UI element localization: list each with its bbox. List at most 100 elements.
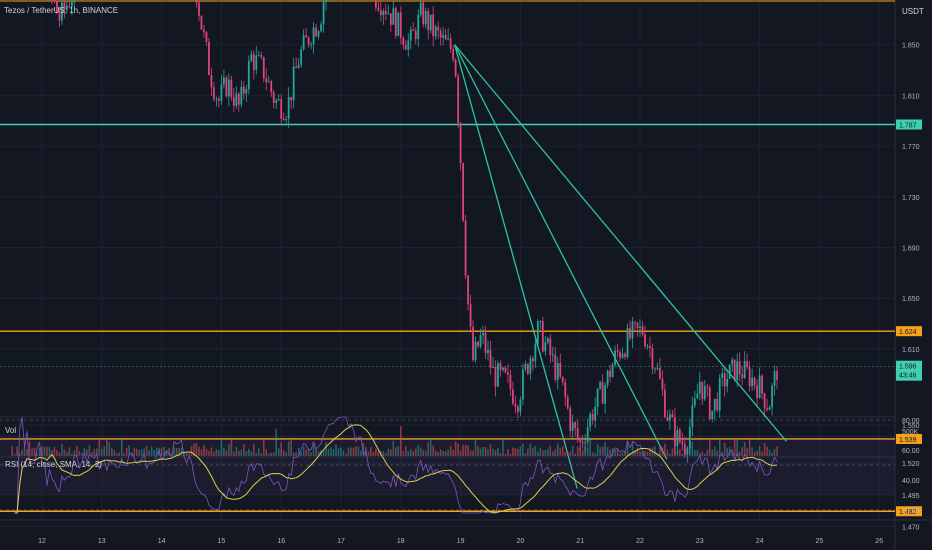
- volume-bar: [676, 451, 679, 456]
- candle-body: [419, 2, 422, 15]
- candle-body: [611, 364, 614, 377]
- trendline[interactable]: [453, 44, 578, 489]
- trendline[interactable]: [454, 44, 668, 460]
- volume-bar: [644, 450, 646, 456]
- candle-body: [651, 348, 654, 369]
- volume-bar: [569, 451, 572, 456]
- volume-bar: [596, 444, 599, 456]
- volume-bar: [631, 441, 634, 456]
- candles[interactable]: [11, 0, 778, 463]
- volume-bar: [457, 443, 459, 456]
- volume-bar: [684, 452, 686, 456]
- candle-body: [442, 34, 445, 38]
- candle-body: [487, 349, 489, 353]
- candle-body: [218, 98, 220, 101]
- candle-body: [312, 27, 315, 45]
- volume-bar: [636, 447, 639, 456]
- volume-bar: [586, 447, 589, 456]
- candle-body: [282, 118, 285, 121]
- candle-body: [297, 64, 300, 69]
- volume-bar: [357, 446, 360, 456]
- candle-body: [766, 408, 768, 410]
- volume-bar: [504, 453, 507, 456]
- candle-body: [698, 381, 701, 394]
- candle-body: [536, 321, 539, 344]
- volume-bar: [370, 447, 372, 456]
- volume-bar: [145, 445, 148, 456]
- volume-bar: [223, 447, 225, 456]
- candle-body: [417, 14, 420, 40]
- volume-bar: [766, 446, 768, 456]
- trendline[interactable]: [454, 44, 788, 442]
- candle-body: [517, 406, 519, 412]
- currency-label: USDT: [902, 7, 924, 16]
- candle-body: [58, 13, 61, 21]
- volume-bar: [634, 450, 636, 456]
- volume-bar: [776, 446, 778, 456]
- volume-bar: [135, 448, 138, 456]
- price-axis[interactable]: 1.9001.8501.8101.7701.7301.6901.6501.610…: [902, 0, 920, 550]
- volume-bar: [230, 439, 233, 456]
- candle-body: [222, 77, 225, 85]
- candle-body: [596, 388, 599, 407]
- candle-body: [683, 444, 686, 455]
- volume-bar: [404, 446, 407, 456]
- volume-bar: [101, 448, 103, 456]
- candle-body: [519, 399, 522, 412]
- rsi-line: [14, 416, 778, 514]
- trendlines[interactable]: [453, 44, 788, 489]
- time-tick-label: 12: [38, 538, 46, 545]
- volume-bar: [302, 446, 305, 456]
- candle-body: [447, 38, 450, 40]
- volume-bar: [542, 450, 544, 456]
- price-tick-label: 1.610: [902, 347, 920, 354]
- candle-body: [392, 8, 395, 25]
- volume-bar: [534, 445, 537, 456]
- level-price-label: 1.624: [899, 329, 917, 336]
- volume-bar: [307, 450, 310, 456]
- candle-body: [599, 382, 602, 389]
- volume-bar: [733, 438, 736, 456]
- candle-body: [529, 358, 532, 374]
- candle-body: [272, 92, 275, 104]
- volume-bar: [713, 446, 716, 456]
- level-price-label: 1.482: [899, 509, 917, 516]
- volume-bar: [257, 448, 260, 456]
- candle-body: [708, 387, 711, 420]
- volume-bar: [225, 450, 228, 456]
- volume-bar: [56, 450, 58, 456]
- volume-bar: [412, 451, 415, 456]
- rsi-tick-label: 40.00: [902, 478, 920, 485]
- volume-bar: [327, 448, 330, 456]
- volume-bar: [252, 443, 255, 456]
- volume-bar: [432, 445, 434, 456]
- volume-bar: [624, 451, 626, 456]
- candle-body: [713, 398, 716, 411]
- volume-bar: [661, 447, 664, 456]
- volume-bar: [23, 446, 26, 456]
- volume-bar: [305, 449, 307, 456]
- volume-bar: [532, 447, 534, 456]
- volume-bar: [756, 450, 758, 456]
- horizontal-levels[interactable]: 1.787 1.624 1.539 1.482 1.596 43:46: [0, 119, 922, 517]
- candle-body: [300, 49, 303, 65]
- candle-body: [242, 86, 245, 94]
- volume-bar: [240, 449, 243, 456]
- volume-bar: [93, 449, 96, 456]
- volume-bar: [768, 449, 771, 456]
- candle-body: [639, 326, 641, 328]
- candle-body: [320, 24, 322, 32]
- volume-bar: [449, 446, 452, 456]
- volume-bar: [447, 449, 449, 456]
- volume-bar: [213, 451, 215, 456]
- volume-bar: [390, 449, 392, 456]
- time-axis[interactable]: 12 13 14 15 16 17 18 19 20 21 22 23 24 25 26: [38, 538, 883, 545]
- candle-body: [479, 335, 482, 347]
- volume-bar: [641, 451, 644, 456]
- volume-bar: [554, 449, 557, 456]
- volume-bar: [701, 451, 704, 456]
- volume-bar: [429, 437, 432, 456]
- volume-bar: [437, 451, 439, 456]
